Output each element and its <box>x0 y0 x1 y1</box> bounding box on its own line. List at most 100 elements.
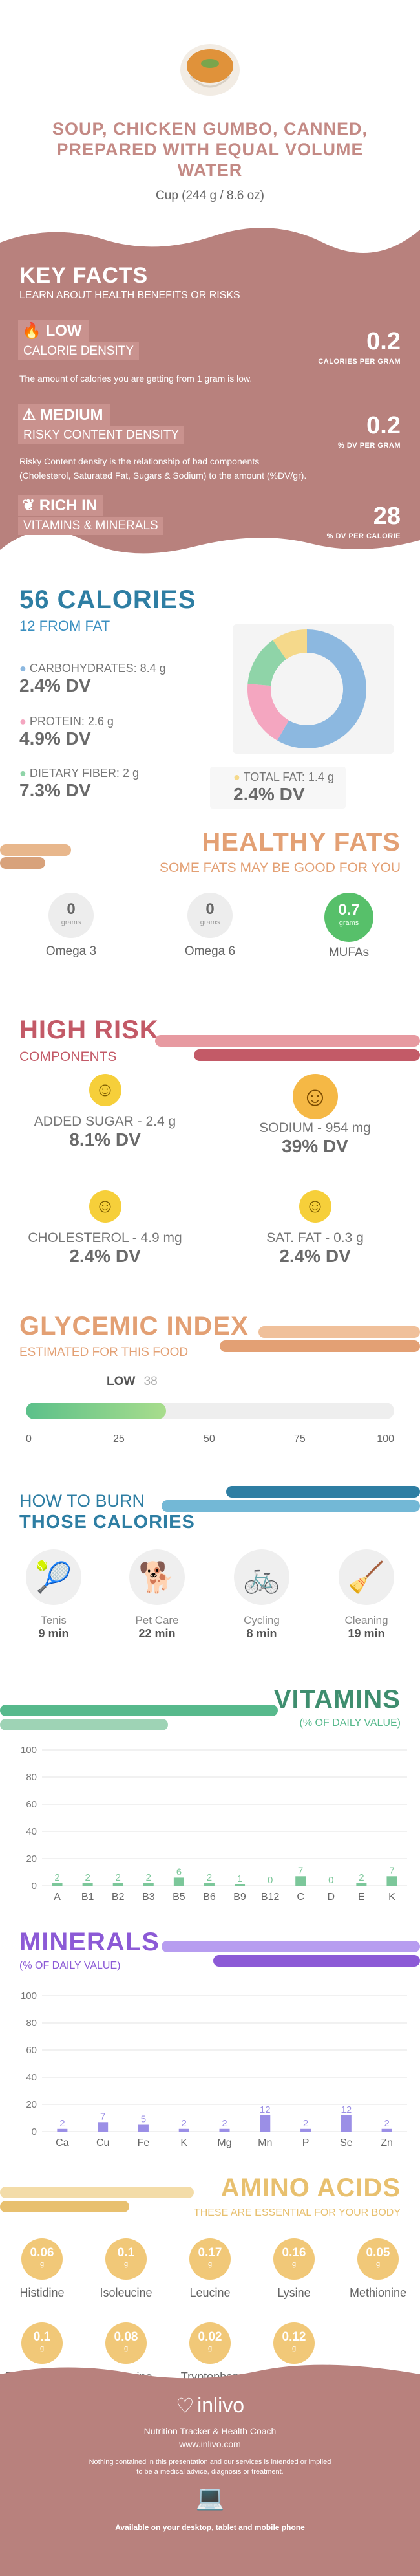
vitamins-category-label-B1: B1 <box>81 1892 94 1903</box>
vitamins-bar-B1 <box>82 1883 93 1886</box>
minerals-ytick-label: 80 <box>26 2018 37 2029</box>
amino-circle: 0.16 g <box>273 2238 315 2280</box>
amino-item-isoleucine: 0.1 g Isoleucine <box>84 2238 168 2300</box>
fact-label-risky-density: RISKY CONTENT DENSITY <box>18 426 185 444</box>
burn-title-1: HOW TO BURN <box>19 1491 145 1511</box>
healthy-fats-section: HEALTHY FATS SOME FATS MAY BE GOOD FOR Y… <box>0 828 420 996</box>
leaf-icon: ❦ <box>22 497 36 514</box>
glycemic-level: LOW <box>107 1375 136 1388</box>
soup-bowl-icon <box>180 44 240 96</box>
cycling-time: 8 min <box>246 1627 277 1640</box>
fact-label-vitamins-minerals: VITAMINS & MINERALS <box>18 517 163 535</box>
amino-value: 0.17 <box>198 2246 222 2260</box>
fiber-dot: ● <box>19 767 26 780</box>
key-facts-section: KEY FACTS LEARN ABOUT HEALTH BENEFITS OR… <box>0 223 420 560</box>
omega3-value: 0 <box>67 901 76 918</box>
sat-fat-label: SAT. FAT - 0.3 g <box>266 1230 364 1245</box>
macro-donut-chart <box>247 629 366 748</box>
vitamins-category-label-B3: B3 <box>142 1892 155 1903</box>
fact-calorie-density: 🔥 LOW CALORIE DENSITY 0.2 CALORIES PER G… <box>0 320 420 385</box>
glycemic-ticks: 0 25 50 75 100 <box>26 1434 394 1446</box>
amino-unit: g <box>39 2344 45 2352</box>
minerals-subtitle: (% OF DAILY VALUE) <box>19 1960 121 1971</box>
fiber-item: ● DIETARY FIBER: 2 g 7.3% DV <box>19 767 139 801</box>
vitamins-bar-B2 <box>112 1883 123 1886</box>
cycling-name: Cycling <box>244 1614 280 1626</box>
food-title-line3: WATER <box>177 160 243 180</box>
vitamins-bar-K <box>386 1876 397 1886</box>
sodium-item: ☺ SODIUM - 954 mg 39% DV <box>210 1074 420 1157</box>
glycemic-subtitle: ESTIMATED FOR THIS FOOD <box>19 1346 189 1359</box>
vitamins-ytick-label: 0 <box>32 1881 37 1892</box>
amino-title: AMINO ACIDS <box>220 2174 401 2202</box>
omega6-name: Omega 6 <box>184 944 236 958</box>
burn-cycling: 🚲 Cycling 8 min <box>226 1549 297 1641</box>
cleaning-time: 19 min <box>348 1627 385 1640</box>
warning-icon: ⚠ <box>22 406 36 424</box>
healthy-fats-title: HEALTHY FATS <box>202 828 401 857</box>
gi-tick-50: 50 <box>204 1434 215 1445</box>
omega3-unit: grams <box>61 919 81 926</box>
food-title-line2: PREPARED WITH EQUAL VOLUME <box>56 140 364 159</box>
vitamins-bar-B9 <box>235 1884 246 1886</box>
mufas-unit: grams <box>339 919 359 927</box>
high-risk-section: HIGH RISK COMPONENTS ☺ ADDED SUGAR - 2.4… <box>0 1009 420 1300</box>
healthy-fats-subtitle: SOME FATS MAY BE GOOD FOR YOU <box>159 860 401 875</box>
key-facts-background <box>0 228 420 554</box>
burn-pet-care: 🐕 Pet Care 22 min <box>121 1549 193 1641</box>
fact-value-calorie-density: 0.2 <box>366 328 401 355</box>
amino-value: 0.16 <box>282 2246 306 2260</box>
calories-title: 56 CALORIES <box>19 585 196 614</box>
glycemic-section: GLYCEMIC INDEX ESTIMATED FOR THIS FOOD L… <box>0 1307 420 1462</box>
vitamins-bar-B6 <box>204 1883 215 1886</box>
amino-unit: g <box>375 2260 381 2268</box>
fact-unit-vitamins-minerals: % DV PER CALORIE <box>326 532 401 540</box>
vitamins-value-label-A: 2 <box>54 1872 59 1883</box>
vitamins-chart: 1008060402002A2B12B22B36B52B61B90B127C0D… <box>21 1745 407 1903</box>
vitamins-value-label-B3: 2 <box>146 1872 151 1883</box>
vitamins-bar-E <box>356 1883 367 1886</box>
tennis-time: 9 min <box>38 1627 69 1640</box>
vitamins-bar-A <box>52 1883 63 1886</box>
fact-label-calorie-density: CALORIE DENSITY <box>18 342 140 360</box>
amino-item-methionine: 0.05 g Methionine <box>336 2238 420 2300</box>
brand-url[interactable]: www.inlivo.com <box>179 2439 241 2449</box>
minerals-category-label-Ca: Ca <box>56 2137 69 2148</box>
vitamins-ytick-label: 80 <box>26 1772 37 1783</box>
omega3-circle: 0 grams <box>48 893 94 938</box>
fat-dot: ● <box>233 770 240 783</box>
calories-section: 56 CALORIES 12 FROM FAT ● CARBOHYDRATES:… <box>0 579 420 818</box>
brand-name: inlivo <box>197 2394 245 2417</box>
glycemic-stripe-2 <box>220 1340 420 1352</box>
high-risk-stripe-1 <box>155 1035 420 1047</box>
footer: ♡ inlivo Nutrition Tracker & Health Coac… <box>0 2361 420 2576</box>
gi-tick-75: 75 <box>294 1434 306 1445</box>
burn-section: HOW TO BURN THOSE CALORIES 🎾 Tenis 9 min… <box>0 1478 420 1672</box>
glycemic-fill <box>26 1403 166 1419</box>
burn-title-2: THOSE CALORIES <box>19 1512 195 1533</box>
added-sugar-label: ADDED SUGAR - 2.4 g <box>34 1114 176 1129</box>
vitamins-value-label-K: 7 <box>389 1865 394 1876</box>
amino-unit: g <box>291 2260 297 2268</box>
amino-item-lysine: 0.16 g Lysine <box>252 2238 336 2300</box>
minerals-stripe-1 <box>162 1941 420 1952</box>
vitamins-value-label-B9: 1 <box>237 1873 242 1884</box>
amino-circle: 0.02 g <box>189 2322 231 2364</box>
amino-value: 0.05 <box>366 2246 390 2260</box>
vitamins-value-label-E: 2 <box>359 1872 364 1883</box>
amino-circle: 0.17 g <box>189 2238 231 2280</box>
amino-value: 0.02 <box>198 2330 222 2344</box>
minerals-bar-Mg <box>219 2128 230 2132</box>
smile-icon: ☺ <box>89 1190 121 1223</box>
vitamins-section: VITAMINS (% OF DAILY VALUE) 100 80 60 40 20 0… <box>0 1679 420 1912</box>
vitamins-category-label-B9: B9 <box>233 1892 246 1903</box>
sodium-dv: 39% DV <box>282 1136 348 1156</box>
minerals-bar-Ca <box>57 2128 68 2132</box>
burn-stripe-1 <box>226 1486 420 1498</box>
header: SOUP, CHICKEN GUMBO, CANNED, PREPARED WI… <box>0 0 420 213</box>
key-facts-title: KEY FACTS <box>19 263 149 288</box>
omega3-name: Omega 3 <box>45 944 97 958</box>
carbs-dot: ● <box>19 662 26 675</box>
vitamins-category-label-B2: B2 <box>112 1892 125 1903</box>
vitamins-category-label-A: A <box>54 1892 61 1903</box>
